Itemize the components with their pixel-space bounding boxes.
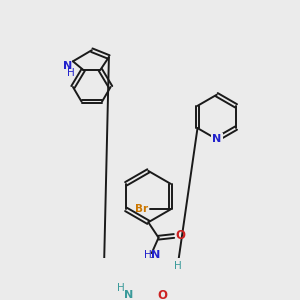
Text: N: N bbox=[124, 290, 133, 300]
Text: H: H bbox=[117, 283, 125, 293]
Text: N: N bbox=[212, 134, 221, 144]
Text: H: H bbox=[174, 261, 182, 271]
Text: Br: Br bbox=[135, 204, 148, 214]
Text: N: N bbox=[63, 61, 72, 70]
Text: O: O bbox=[157, 290, 167, 300]
Text: H: H bbox=[67, 68, 74, 78]
Text: O: O bbox=[175, 230, 185, 242]
Text: N: N bbox=[152, 250, 160, 260]
Text: H: H bbox=[144, 250, 152, 260]
